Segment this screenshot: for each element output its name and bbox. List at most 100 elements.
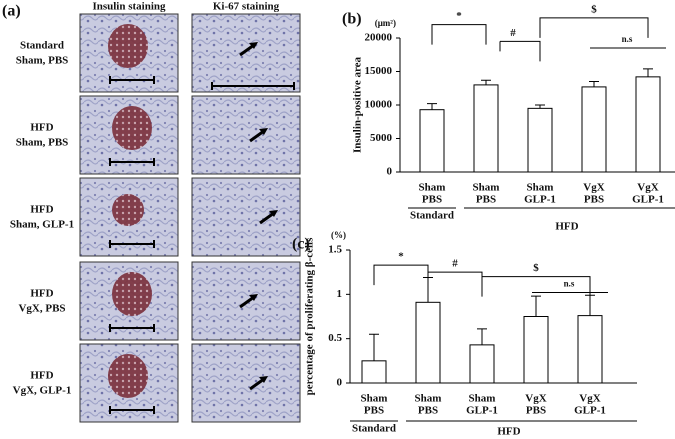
x-tick-label: VgX xyxy=(579,393,600,405)
x-tick-label: PBS xyxy=(584,194,604,206)
significance-bracket xyxy=(373,264,429,286)
error-bar xyxy=(477,328,487,345)
x-tick-label: Sham xyxy=(527,182,554,194)
islet xyxy=(108,354,148,398)
row-label: VgX, GLP-1 xyxy=(13,385,72,397)
error-bar xyxy=(531,295,541,317)
x-tick-label: GLP-1 xyxy=(632,194,664,206)
arrow xyxy=(249,129,265,143)
error-bar xyxy=(369,333,379,361)
row-label: HFD xyxy=(30,288,53,300)
x-tick-label: PBS xyxy=(476,194,496,206)
arrow-head xyxy=(259,376,268,383)
panel-label: (a) xyxy=(2,3,21,20)
unit-label: (%) xyxy=(331,230,346,240)
micrograph xyxy=(191,343,301,423)
x-tick-label: Sham xyxy=(415,393,442,405)
arrow-head xyxy=(249,42,258,49)
y-tick-label: 0 xyxy=(337,377,343,389)
arrow xyxy=(249,377,265,391)
error-bar xyxy=(585,294,595,316)
x-tick-label: Sham xyxy=(419,182,446,194)
y-axis-label: percentage of proliferating β-cells xyxy=(304,237,316,396)
bar xyxy=(577,315,603,384)
panel-label: (b) xyxy=(342,11,362,28)
row-label: VgX, PBS xyxy=(18,303,65,315)
arrow xyxy=(239,43,255,57)
significance-label: # xyxy=(452,258,458,270)
scale-bar xyxy=(109,324,155,332)
bar xyxy=(635,76,661,173)
arrow-head xyxy=(249,294,258,301)
group-label: Standard xyxy=(352,423,396,435)
islet xyxy=(112,106,152,150)
islet xyxy=(108,24,148,68)
row-label: HFD xyxy=(30,370,53,382)
bar xyxy=(581,86,607,173)
x-tick-label: GLP-1 xyxy=(574,405,606,417)
y-tick-label: 0 xyxy=(387,166,393,178)
error-bar xyxy=(589,81,599,87)
x-tick-label: Sham xyxy=(473,182,500,194)
y-tick-label: 20000 xyxy=(365,32,393,44)
y-tick-label: 5000 xyxy=(370,132,393,144)
micrograph xyxy=(191,177,301,257)
bar xyxy=(523,316,549,384)
bar xyxy=(473,84,499,173)
unit-label: (μm²) xyxy=(375,18,396,28)
group-label: HFD xyxy=(555,221,578,233)
y-tick-label: 10000 xyxy=(365,99,393,111)
error-bar xyxy=(535,104,545,109)
x-tick-label: PBS xyxy=(364,405,384,417)
significance-bracket xyxy=(539,17,649,38)
y-tick-label: 15000 xyxy=(365,65,393,77)
micrograph xyxy=(191,95,301,175)
error-bar xyxy=(481,79,491,85)
scale-bar xyxy=(211,82,295,90)
bar xyxy=(469,344,495,384)
scale-bar xyxy=(109,76,155,84)
x-tick-label: Sham xyxy=(469,393,496,405)
x-tick-label: PBS xyxy=(422,194,442,206)
significance-label: # xyxy=(510,27,516,39)
row-label: Sham, PBS xyxy=(16,137,69,149)
significance-label: * xyxy=(456,10,462,22)
row-label: Sham, GLP-1 xyxy=(10,219,74,231)
y-tick-label: 1.5 xyxy=(328,244,342,256)
significance-label: $ xyxy=(591,3,597,15)
islet xyxy=(112,272,152,316)
arrow xyxy=(239,295,255,309)
significance-bracket xyxy=(431,24,487,45)
row-label: HFD xyxy=(30,122,53,134)
x-tick-label: VgX xyxy=(637,182,658,194)
islet xyxy=(112,194,144,226)
significance-bracket xyxy=(427,271,483,293)
row-label: Standard xyxy=(20,40,64,52)
bar xyxy=(419,109,445,173)
arrow-head xyxy=(259,128,268,135)
column-header: Ki-67 staining xyxy=(213,1,280,13)
bar xyxy=(361,360,387,384)
scale-bar xyxy=(109,240,155,248)
row-label: HFD xyxy=(30,204,53,216)
y-axis-label: Insulin-positive area xyxy=(352,56,364,153)
bar xyxy=(415,301,441,384)
micrograph xyxy=(191,13,301,93)
panel-label: (c) xyxy=(292,236,310,253)
y-tick-label: 0.5 xyxy=(328,332,342,344)
x-tick-label: VgX xyxy=(525,393,546,405)
x-tick-label: GLP-1 xyxy=(524,194,556,206)
x-tick-label: PBS xyxy=(526,405,546,417)
y-tick-label: 1 xyxy=(337,288,343,300)
significance-label: * xyxy=(398,251,404,263)
x-tick-label: PBS xyxy=(418,405,438,417)
x-tick-label: Sham xyxy=(361,393,388,405)
significance-label: n.s xyxy=(622,34,633,44)
x-tick-label: VgX xyxy=(583,182,604,194)
arrow-head xyxy=(269,210,278,217)
error-bar xyxy=(427,103,437,110)
group-label: Standard xyxy=(410,210,454,222)
scale-bar xyxy=(109,406,155,414)
scale-bar xyxy=(109,158,155,166)
